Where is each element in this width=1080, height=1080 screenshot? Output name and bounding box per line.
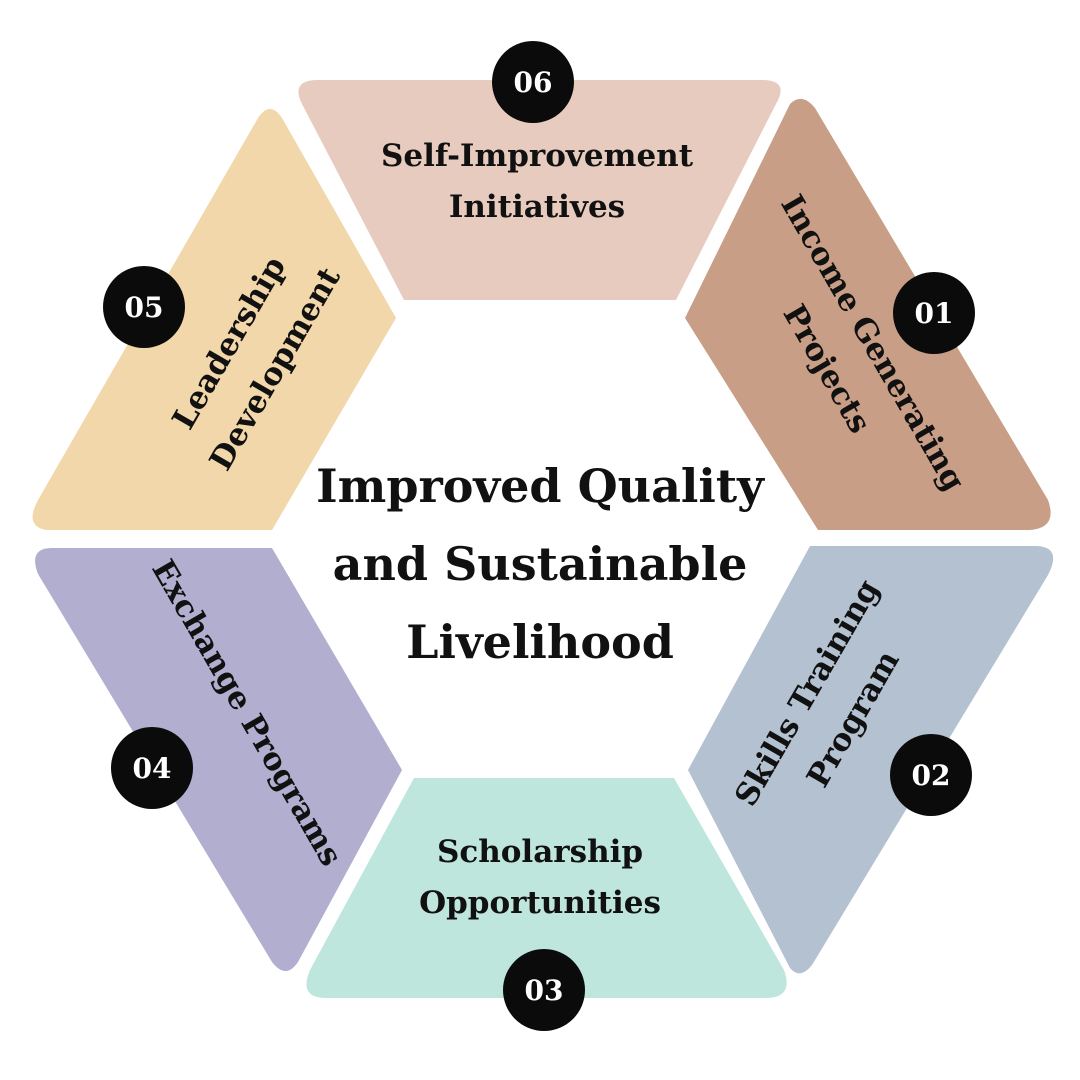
center-title: Improved Quality and Sustainable Livelih… — [316, 459, 765, 669]
badge-04-number: 04 — [133, 752, 172, 785]
segment-01: Income Generating Projects 01 — [685, 98, 1051, 530]
segment-02: Skills Training Program 02 — [688, 546, 1054, 974]
badge-05 — [103, 266, 185, 348]
segment-03-label-line-1: Scholarship — [437, 834, 643, 870]
badge-03 — [503, 949, 585, 1031]
badge-04 — [111, 727, 193, 809]
segment-06-label-line-2: Initiatives — [449, 189, 625, 225]
badge-01 — [893, 272, 975, 354]
segment-06: Self-Improvement Initiatives 06 — [298, 41, 781, 300]
center-title-line-2: and Sustainable — [333, 537, 748, 591]
segment-05-shape — [32, 109, 397, 530]
segment-02-shape — [688, 546, 1054, 974]
segment-06-label-line-1: Self-Improvement — [381, 138, 694, 174]
segment-06-shape — [298, 80, 781, 300]
badge-05-number: 05 — [125, 291, 164, 324]
badge-06-number: 06 — [514, 66, 553, 99]
segment-04-shape — [35, 548, 402, 971]
segment-03: Scholarship Opportunities 03 — [306, 778, 787, 1031]
segment-01-shape — [685, 98, 1051, 530]
segment-05: Leadership Development 05 — [32, 109, 397, 530]
badge-01-number: 01 — [915, 297, 954, 330]
center-title-line-1: Improved Quality — [316, 459, 765, 513]
badge-06 — [492, 41, 574, 123]
segment-03-label-line-2: Opportunities — [419, 885, 661, 921]
badge-02 — [890, 734, 972, 816]
segment-03-shape — [306, 778, 787, 998]
center-title-line-3: Livelihood — [406, 615, 674, 669]
badge-02-number: 02 — [912, 759, 951, 792]
badge-03-number: 03 — [525, 974, 564, 1007]
